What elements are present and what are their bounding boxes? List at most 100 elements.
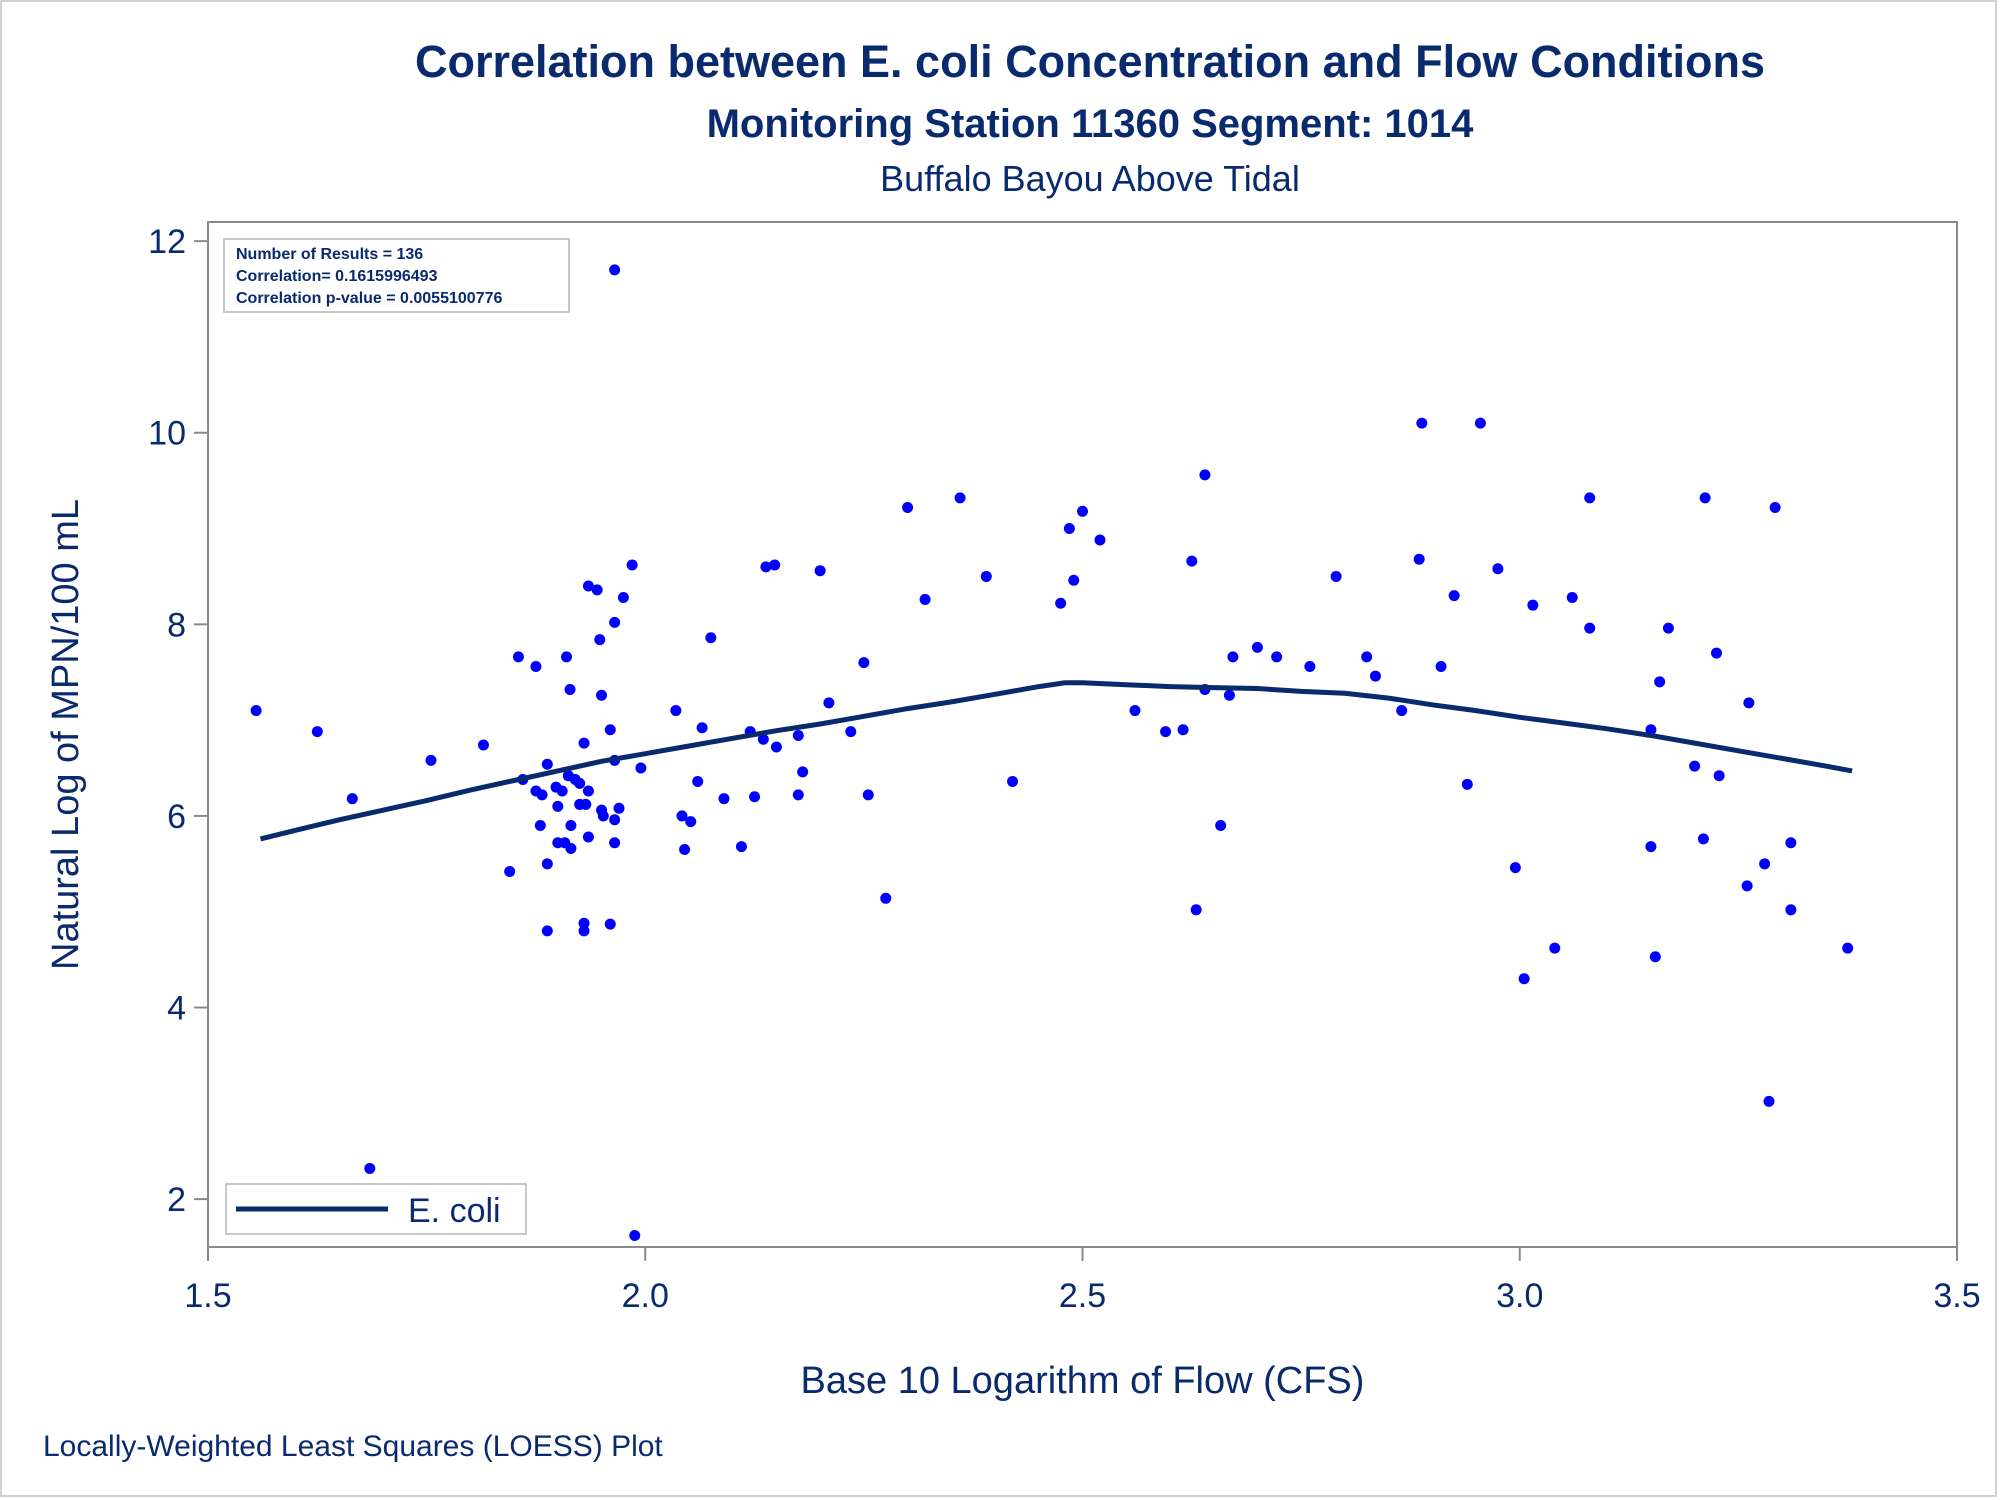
x-axis: 1.5 2.0 2.5 3.0 3.5	[184, 1247, 1981, 1315]
data-point	[609, 616, 621, 628]
data-point	[578, 917, 590, 929]
data-point	[609, 264, 621, 276]
data-point	[512, 651, 524, 663]
data-point	[1584, 622, 1596, 634]
data-point	[541, 858, 553, 870]
data-point	[749, 791, 761, 803]
data-point	[1304, 660, 1316, 672]
data-point	[578, 737, 590, 749]
stats-inset-line: Correlation= 0.1615996493	[236, 268, 438, 285]
data-point	[1759, 858, 1771, 870]
data-point	[617, 592, 629, 604]
data-point	[1518, 973, 1530, 985]
data-point	[1711, 647, 1723, 659]
y-tick-label: 10	[148, 415, 186, 453]
x-axis-label: Base 10 Logarithm of Flow (CFS)	[801, 1360, 1365, 1402]
data-point	[1413, 553, 1425, 565]
data-point	[1186, 555, 1198, 567]
data-point	[582, 785, 594, 797]
data-point	[556, 785, 568, 797]
data-point	[845, 726, 857, 738]
data-point	[760, 561, 772, 573]
data-point	[582, 580, 594, 592]
data-point	[565, 842, 577, 854]
plot-area	[207, 221, 1958, 1248]
data-point	[1527, 599, 1539, 611]
data-point	[425, 754, 437, 766]
data-point	[1509, 862, 1521, 874]
data-point	[1474, 417, 1486, 429]
data-point	[954, 492, 966, 504]
data-point	[902, 501, 914, 513]
data-point	[1492, 563, 1504, 575]
data-point	[250, 705, 262, 717]
data-point	[1068, 574, 1080, 586]
y-tick-label: 6	[167, 798, 186, 836]
data-point	[1689, 760, 1701, 772]
data-point	[1699, 492, 1711, 504]
data-point	[1361, 651, 1373, 663]
data-point	[1251, 641, 1263, 653]
data-point	[1743, 697, 1755, 709]
chart-footnote: Locally-Weighted Least Squares (LOESS) P…	[43, 1430, 663, 1463]
data-point	[1713, 770, 1725, 782]
data-point	[591, 584, 603, 596]
data-point	[609, 814, 621, 826]
data-point	[1330, 570, 1342, 582]
data-point	[1645, 841, 1657, 853]
data-point	[1566, 592, 1578, 604]
data-point	[609, 837, 621, 849]
data-point	[797, 766, 809, 778]
y-tick-label: 4	[167, 990, 186, 1028]
data-point	[582, 831, 594, 843]
data-point	[769, 559, 781, 571]
data-point	[1094, 534, 1106, 546]
y-axis: 2 4 6 8 10 12	[148, 223, 208, 1219]
data-point	[1129, 705, 1141, 717]
data-point	[574, 777, 586, 789]
data-point	[1763, 1095, 1775, 1107]
data-point	[604, 724, 616, 736]
data-point	[565, 820, 577, 832]
data-point	[604, 918, 616, 930]
data-point	[530, 660, 542, 672]
data-point	[1461, 778, 1473, 790]
data-point	[311, 726, 323, 738]
data-point	[705, 632, 717, 644]
data-point	[1190, 904, 1202, 916]
data-point	[814, 565, 826, 577]
data-point	[1007, 775, 1019, 787]
chart-subtitle-location: Buffalo Bayou Above Tidal	[880, 158, 1300, 199]
data-point	[757, 733, 769, 745]
stats-inset: Number of Results = 136 Correlation= 0.16…	[223, 238, 570, 313]
data-point	[1662, 622, 1674, 634]
data-point	[561, 651, 573, 663]
data-point	[1584, 492, 1596, 504]
stats-inset-line: Correlation p-value = 0.0055100776	[236, 290, 502, 307]
data-point	[1177, 724, 1189, 736]
data-point	[1697, 833, 1709, 845]
y-tick-label: 8	[167, 606, 186, 644]
data-point	[1227, 651, 1239, 663]
data-point	[578, 925, 590, 937]
y-axis-label: Natural Log of MPN/100 mL	[45, 499, 87, 970]
x-tick-label: 2.0	[622, 1277, 669, 1315]
data-point	[364, 1162, 376, 1174]
legend: E. coli	[225, 1183, 527, 1235]
y-tick-label: 2	[167, 1181, 186, 1219]
x-tick-label: 2.5	[1059, 1277, 1106, 1315]
data-point	[626, 559, 638, 571]
legend-label: E. coli	[408, 1192, 501, 1230]
data-point	[1785, 904, 1797, 916]
data-points	[250, 264, 1854, 1242]
data-point	[504, 865, 516, 877]
data-point	[692, 775, 704, 787]
x-tick-label: 3.0	[1496, 1277, 1543, 1315]
data-point	[1769, 501, 1781, 513]
data-point	[1223, 689, 1235, 701]
data-point	[880, 892, 892, 904]
data-point	[770, 741, 782, 753]
data-point	[1549, 942, 1561, 954]
data-point	[580, 798, 592, 810]
